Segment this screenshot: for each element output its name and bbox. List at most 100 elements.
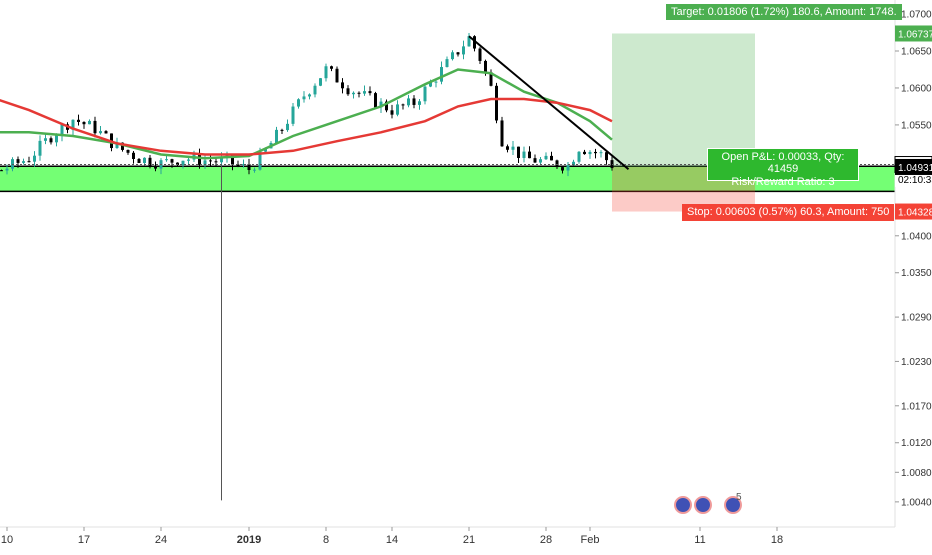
candle-body [495,85,498,121]
candle-body [44,138,47,141]
candle-body [203,160,207,165]
candle-body [154,165,157,169]
flag-icon[interactable] [674,496,692,514]
price-label: 1.04328 [898,208,932,219]
candle-body [16,159,20,163]
x-tick-label: 14 [386,534,398,546]
candle-body [264,148,267,152]
candle-body [566,165,570,171]
candle-body [286,123,289,131]
candle-body [550,155,553,161]
flag-icon[interactable] [724,496,742,514]
candle-body [38,140,42,156]
candle-body [170,159,174,163]
candle-body [165,159,168,161]
candle-body [280,129,284,131]
y-tick-label: 1.01200 [901,438,932,449]
y-tick-label: 1.06000 [901,83,932,94]
y-tick-label: 1.01700 [901,401,932,412]
open-pl-label: Open P&L: 0.00033, Qty: 41459 [721,151,845,175]
price-label: 1.06737 [898,29,932,40]
open-pl-box: Open P&L: 0.00033, Qty: 41459 Risk/Rewar… [707,148,859,188]
candle-body [330,66,333,69]
candle-body [374,93,377,108]
candle-body [22,161,25,163]
candle-body [176,162,179,166]
profit-zone [612,33,755,167]
candle-body [346,88,350,95]
candle-body [533,158,537,163]
candle-body [352,92,355,95]
candle-body [77,119,80,122]
candle-body [308,94,311,97]
candle-body [511,146,515,150]
candle-body [242,164,245,166]
candle-body [588,151,592,155]
x-tick-label: 2019 [237,534,261,546]
candle-body [148,157,152,166]
candle-body [478,48,482,61]
candle-body [467,36,471,47]
candle-body [247,164,251,171]
candle-body [577,151,581,162]
y-tick-label: 1.00800 [901,468,932,479]
candle-body [341,82,344,89]
candle-body [599,152,603,154]
candle-body [473,36,476,49]
candle-body [115,142,119,149]
candle-body [126,149,130,153]
price-label: 1.04931 [898,163,932,174]
candle-body [275,129,278,144]
flag-icon[interactable] [694,496,712,514]
candle-body [71,119,75,130]
plot-area[interactable] [0,32,895,501]
candle-body [104,131,108,134]
x-tick-label: 11 [694,534,705,546]
x-tick-label: 24 [155,534,167,546]
candle-body [440,67,443,82]
candle-body [456,52,460,55]
candle-body [522,151,526,158]
candles [0,32,614,177]
price-label-bg [895,25,932,42]
candle-body [451,52,454,60]
candle-body [5,168,9,171]
price-label-bg [895,203,932,220]
x-tick-label: Feb [581,534,600,546]
candle-body [357,92,361,94]
candle-body [583,151,586,155]
price-label: 02:10:35 [898,175,932,186]
candle-body [0,170,3,172]
candle-body [302,96,306,100]
candle-body [401,104,405,106]
candle-body [462,46,465,55]
candle-body [313,85,317,95]
candle-body [429,81,432,87]
candle-body [198,153,201,165]
candle-body [363,91,366,94]
candle-body [539,159,542,163]
y-tick-label: 1.02900 [901,313,932,324]
candle-body [390,110,394,115]
candle-body [253,169,256,171]
candle-body [379,101,383,108]
price-axis[interactable]: 1.07000 1.06500 1.06000 1.05500 1.04000 1.035… [894,0,932,527]
event-icons[interactable]: 5 [672,492,742,520]
x-tick-label: 28 [540,534,552,546]
y-tick-label: 1.05500 [901,120,932,131]
x-tick-label: 10 [1,534,13,546]
candle-body [60,124,64,136]
candle-body [319,78,322,86]
candle-body [209,160,212,162]
candle-body [368,91,372,94]
candle-body [181,160,185,166]
risk-reward-label: Risk/Reward Ratio: 3 [731,176,835,188]
candle-body [489,72,493,86]
candle-body [27,161,31,163]
candle-body [143,157,146,164]
candle-body [555,160,559,168]
time-axis[interactable]: 10 17 24 2019 8 14 21 28 Feb 11 18 [0,526,895,546]
candle-body [517,146,520,158]
